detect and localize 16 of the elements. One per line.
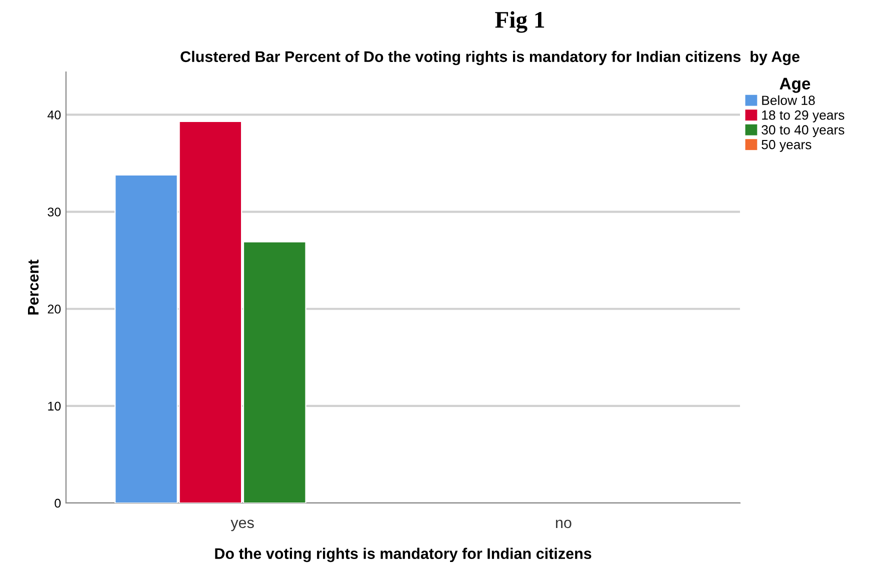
y-tick-label: 40 (48, 110, 61, 120)
legend-label: 50 years (762, 140, 812, 152)
y-tick-label: 0 (54, 498, 61, 508)
chart-subtitle: Clustered Bar Percent of Do the voting rights is mandatory for Indian citizens by Age (180, 50, 800, 66)
legend-label: 30 to 40 years (762, 125, 844, 138)
legend-title: Age (780, 78, 810, 93)
y-tick-label: 30 (48, 208, 61, 216)
legend-label: 18 to 29 years (762, 110, 844, 122)
x-tick-label: no (556, 520, 572, 528)
y-axis-title: Percent (28, 260, 39, 314)
legend-label: Below 18 (762, 95, 815, 106)
x-axis-title: Do the voting rights is mandatory for Indian citizens (215, 548, 592, 562)
chart-title: Fig 1 (495, 11, 544, 33)
y-tick-label: 10 (48, 402, 61, 411)
y-tick-label: 20 (48, 304, 61, 314)
x-tick-label: yes (230, 520, 254, 532)
